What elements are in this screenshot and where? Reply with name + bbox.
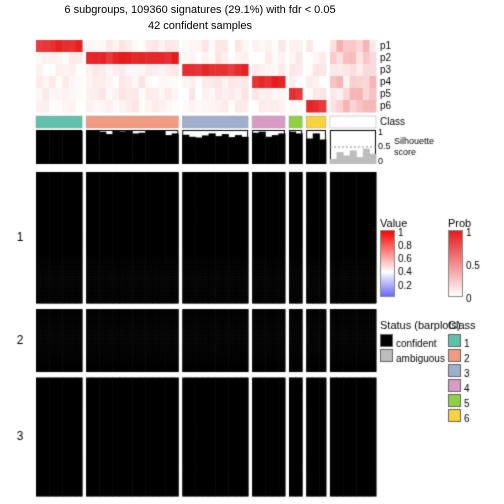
figure-canvas bbox=[0, 0, 504, 504]
